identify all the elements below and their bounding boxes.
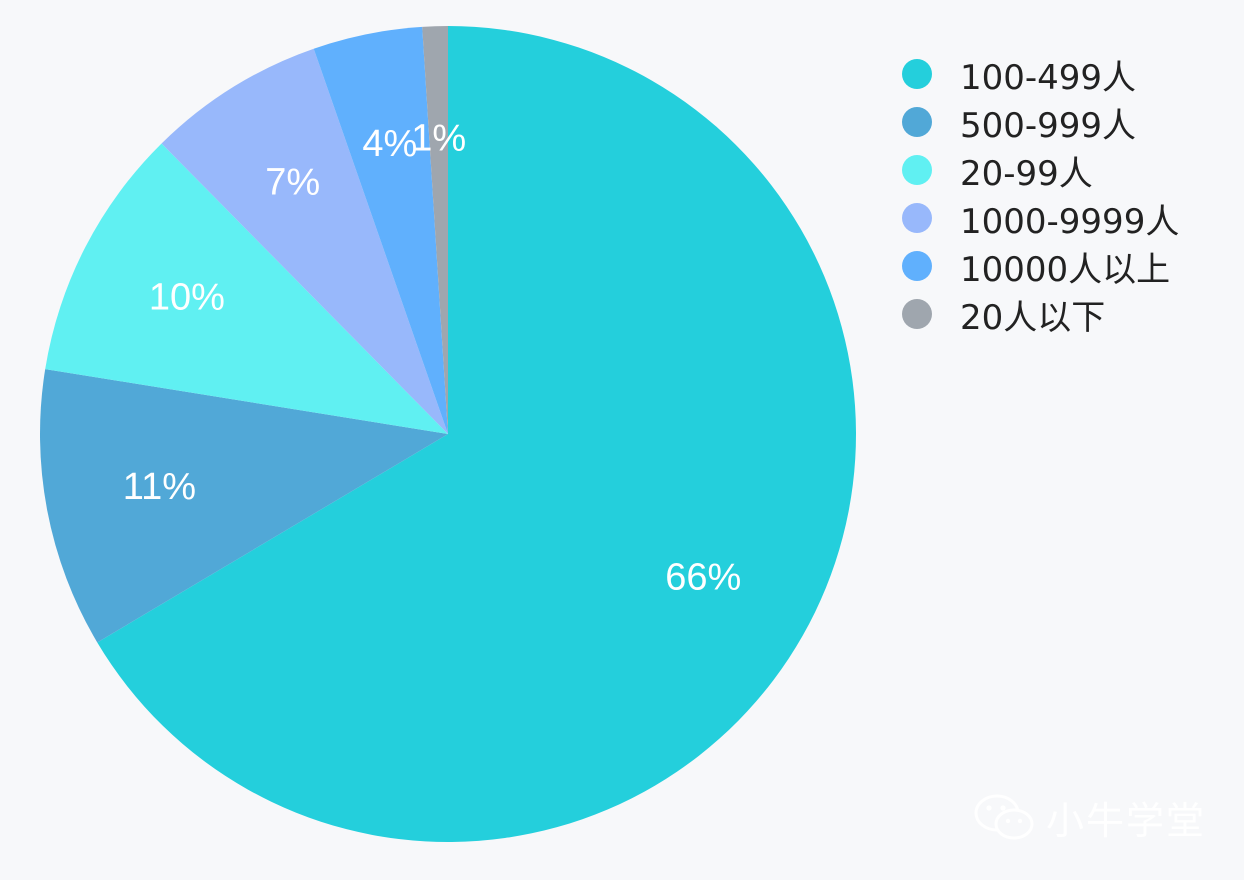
legend-label-0: 100-499人	[960, 57, 1137, 98]
slice-label-0: 66%	[665, 556, 741, 598]
legend-item-3: 1000-9999人	[902, 194, 1179, 242]
pie-slice-3	[161, 48, 448, 434]
slice-label-4: 4%	[362, 123, 417, 165]
legend-item-4: 10000人以上	[902, 242, 1179, 290]
wechat-icon	[974, 794, 1034, 839]
pie-slice-4	[313, 26, 448, 435]
legend-swatch-5	[902, 299, 932, 329]
legend-item-0: 100-499人	[902, 50, 1179, 98]
legend-swatch-1	[902, 107, 932, 137]
chart-legend: 100-499人 500-999人 20-99人 1000-9999人 10000人以上…	[902, 50, 1179, 338]
slice-label-3: 7%	[265, 162, 320, 204]
legend-item-5: 20人以下	[902, 290, 1179, 338]
pie-slice-5	[422, 26, 448, 434]
slice-label-1: 11%	[123, 466, 196, 508]
legend-label-1: 500-999人	[960, 105, 1137, 146]
pie-labels: 66% 11% 10% 7% 4%1%	[123, 117, 742, 598]
pie-slice-2	[45, 143, 448, 434]
legend-label-3: 1000-9999人	[960, 201, 1180, 242]
legend-swatch-0	[902, 59, 932, 89]
legend-swatch-2	[902, 155, 932, 185]
pie-slice-1	[39, 369, 448, 643]
slice-label-2: 10%	[149, 276, 225, 318]
slice-label-5: 1%	[411, 117, 466, 159]
watermark: 小牛学堂	[974, 790, 1206, 845]
legend-swatch-4	[902, 251, 932, 281]
legend-swatch-3	[902, 203, 932, 233]
legend-label-4: 10000人以上	[960, 249, 1171, 290]
pie-slice-0	[97, 26, 856, 842]
watermark-text: 小牛学堂	[1046, 799, 1207, 843]
legend-item-1: 500-999人	[902, 98, 1179, 146]
legend-item-2: 20-99人	[902, 146, 1179, 194]
legend-label-2: 20-99人	[960, 153, 1093, 194]
legend-label-5: 20人以下	[960, 297, 1106, 338]
pie-slices	[39, 26, 856, 842]
